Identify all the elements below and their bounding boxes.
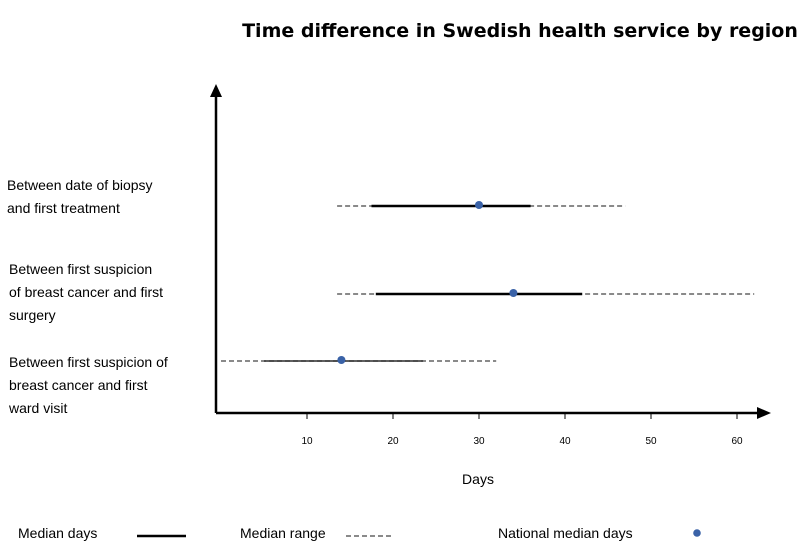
data-rows (221, 201, 755, 364)
row-label-line: Between first suspicion of (9, 354, 168, 370)
x-tick-label: 50 (645, 436, 657, 447)
legend-swatch-national-median-days (693, 529, 701, 537)
row-label-line: and first treatment (7, 200, 120, 216)
legend-label-national-median-days: National median days (498, 525, 633, 541)
row-label-line: Between date of biopsy (7, 177, 153, 193)
row-label-line: of breast cancer and first (9, 284, 163, 300)
row-label-line: Between first suspicion (9, 261, 152, 277)
x-axis-arrow (757, 407, 771, 419)
national-median-dot (475, 201, 483, 209)
row-label-line: breast cancer and first (9, 377, 148, 393)
x-tick-label: 10 (301, 436, 313, 447)
national-median-dot (509, 289, 518, 297)
legend: Median days Median range National median… (18, 525, 701, 541)
row-label-line: ward visit (8, 400, 67, 416)
x-tick-label: 40 (559, 436, 571, 447)
chart-title: Time difference in Swedish health servic… (242, 20, 798, 42)
x-tick-label: 20 (387, 436, 399, 447)
x-tick-label: 30 (473, 436, 485, 447)
x-ticks: 10 20 30 40 50 60 (301, 413, 743, 447)
legend-label-median-range: Median range (240, 525, 326, 541)
x-axis-label: Days (462, 471, 494, 487)
y-axis-arrow (210, 84, 222, 97)
row-labels: Between date of biopsy and first treatmen… (7, 177, 168, 416)
legend-label-median-days: Median days (18, 525, 97, 541)
row-label-line: surgery (9, 307, 56, 323)
x-tick-label: 60 (731, 436, 743, 447)
national-median-dot (337, 356, 346, 364)
